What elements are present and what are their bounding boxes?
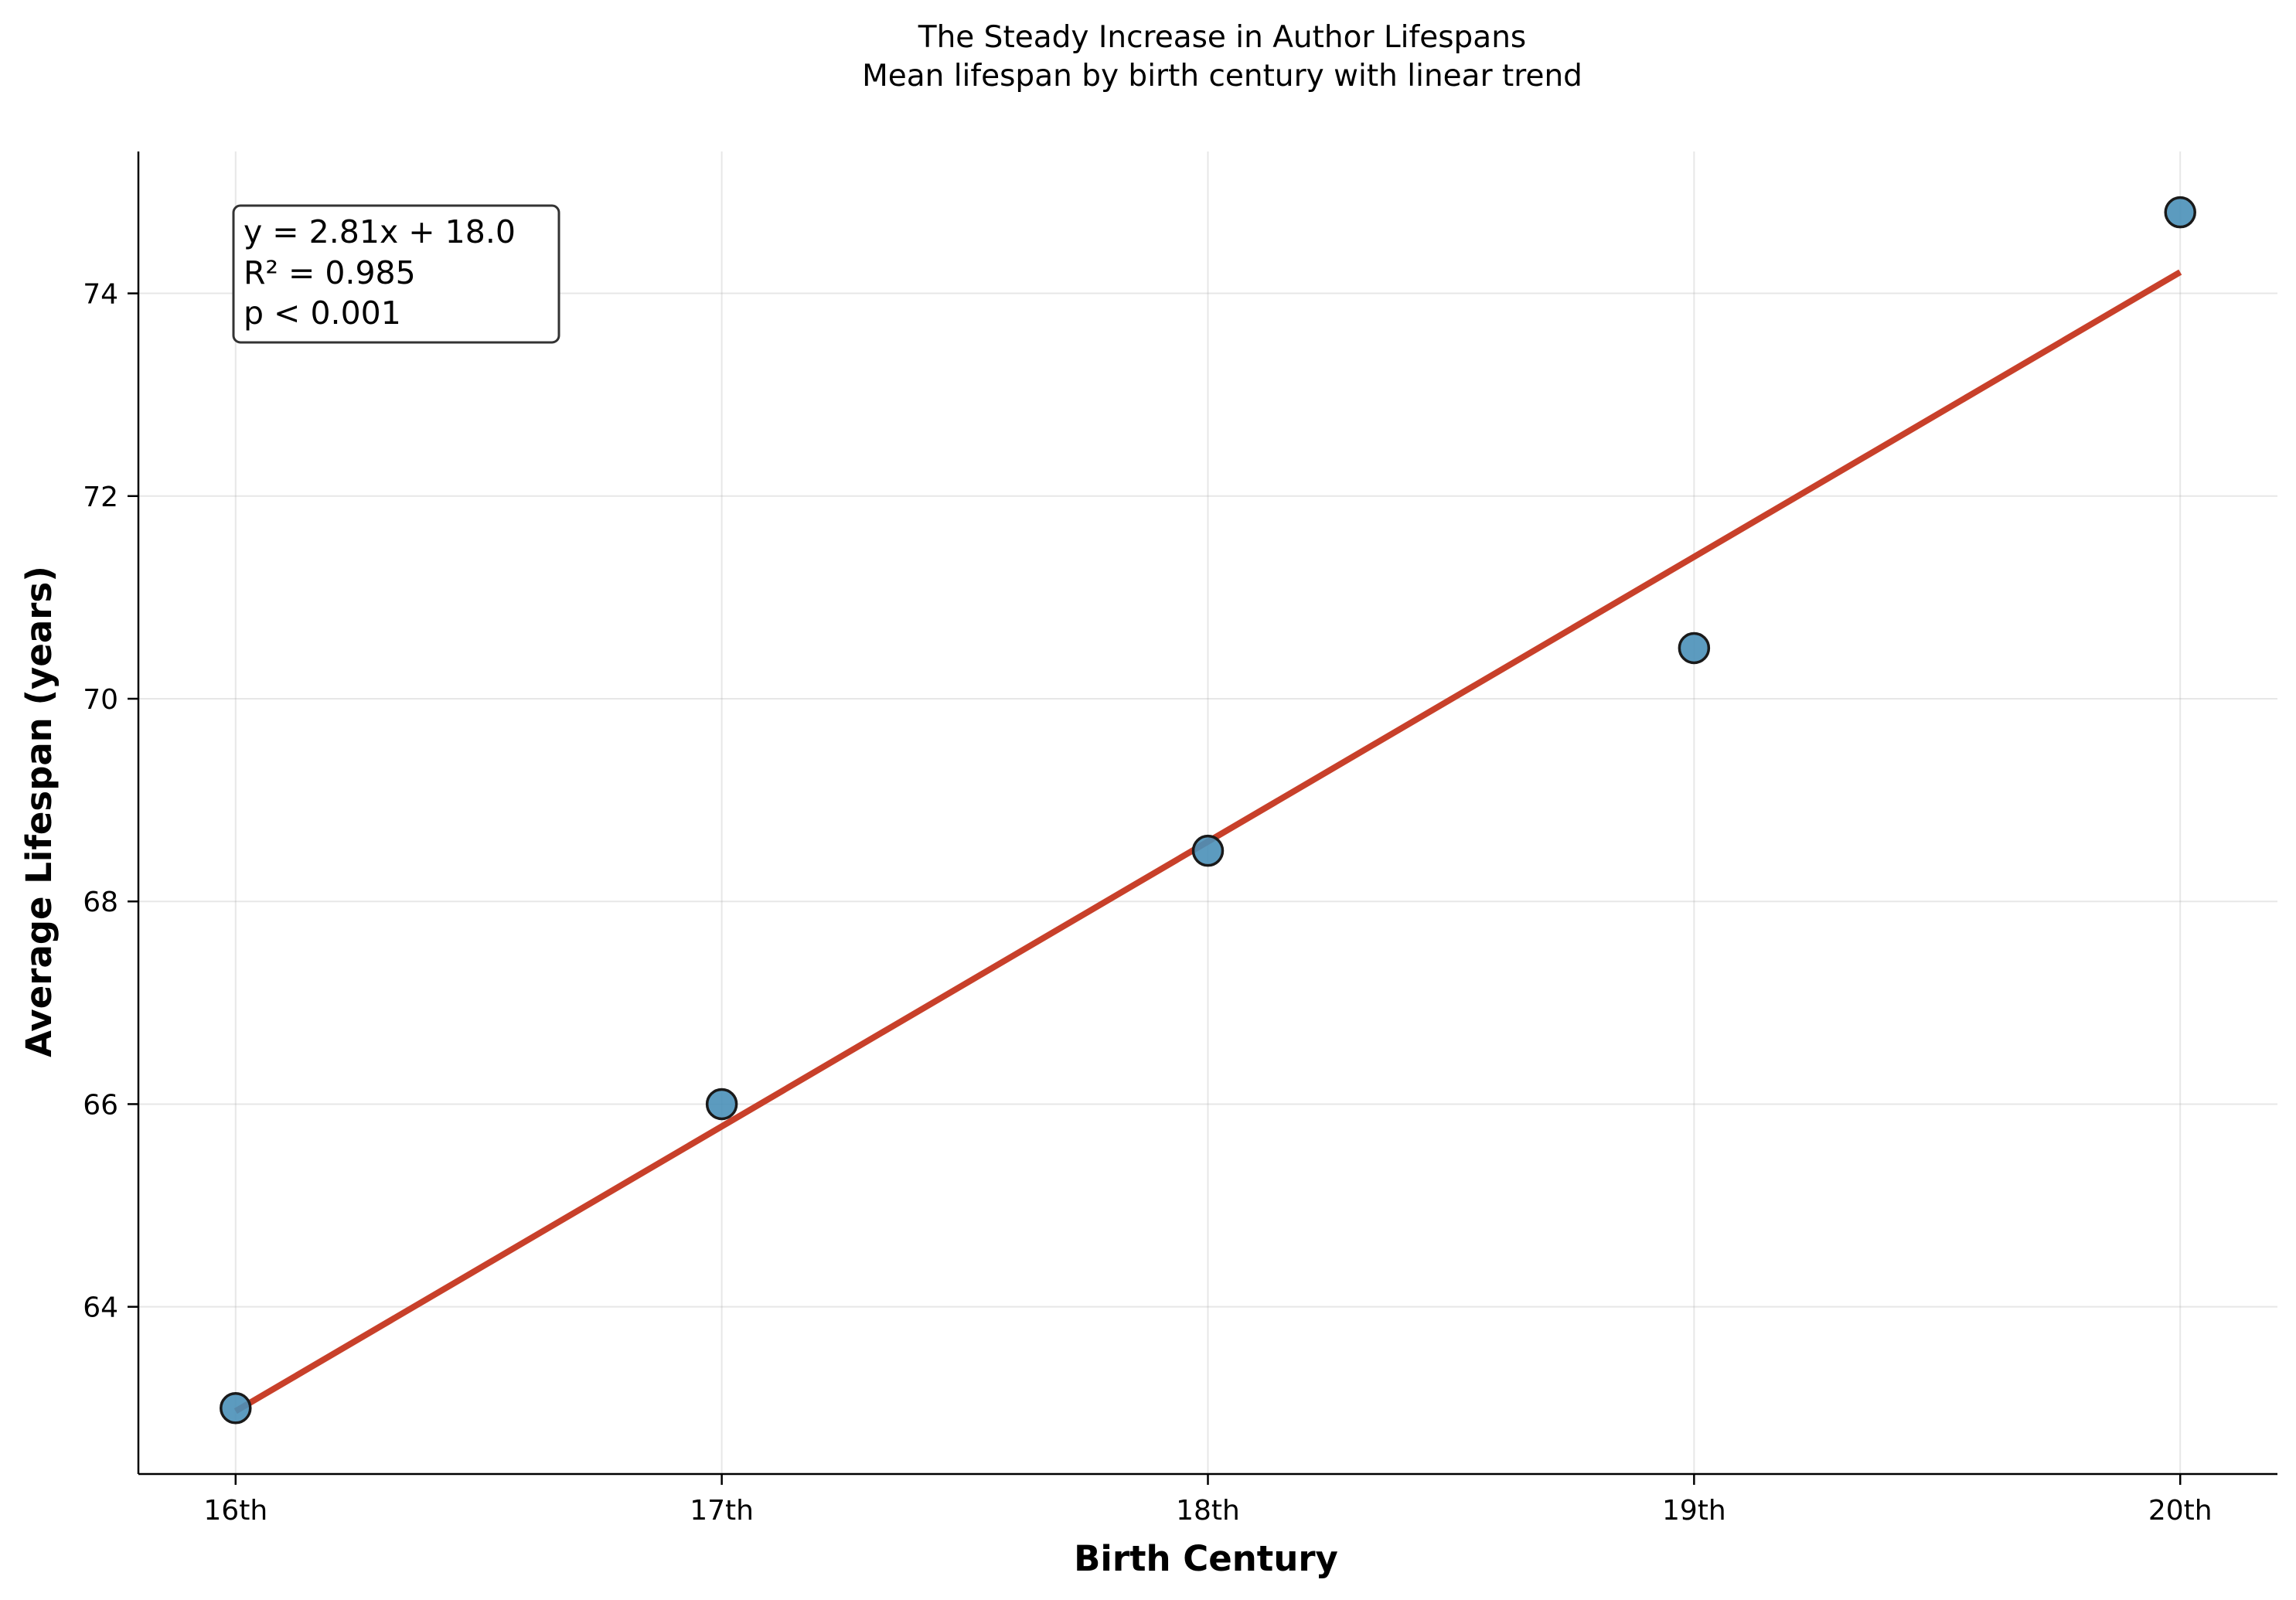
chart-subtitle: Mean lifespan by birth century with line…	[862, 59, 1582, 94]
x-tick-label: 16th	[203, 1495, 267, 1527]
annotation-equation: y = 2.81x + 18.0	[244, 213, 516, 250]
x-axis-ticks: 16th 17th 18th 19th 20th	[203, 1474, 2213, 1527]
chart-title: The Steady Increase in Author Lifespans	[918, 20, 1527, 55]
grid	[138, 151, 2277, 1474]
y-tick-label: 74	[83, 279, 118, 311]
data-point	[1678, 631, 1711, 665]
y-tick-label: 66	[83, 1089, 118, 1121]
x-tick-label: 18th	[1176, 1495, 1240, 1527]
data-point	[1191, 834, 1225, 867]
data-point	[220, 1392, 252, 1425]
data-point	[705, 1088, 738, 1121]
y-tick-label: 68	[83, 887, 118, 918]
y-tick-label: 72	[83, 482, 118, 513]
y-axis-label: Average Lifespan (years)	[19, 566, 60, 1057]
y-axis-ticks: 64 66 68 70 72 74	[83, 279, 138, 1324]
y-tick-label: 64	[83, 1292, 118, 1324]
annotation-r-squared: R² = 0.985	[244, 254, 416, 291]
regression-annotation: y = 2.81x + 18.0 R² = 0.985 p < 0.001	[232, 204, 560, 344]
x-tick-label: 19th	[1662, 1495, 1726, 1527]
x-tick-label: 17th	[690, 1495, 754, 1527]
data-point	[2164, 196, 2196, 229]
annotation-p-value: p < 0.001	[244, 294, 401, 332]
annotation-box	[232, 204, 560, 344]
x-tick-label: 20th	[2148, 1495, 2213, 1527]
x-axis-label: Birth Century	[1074, 1538, 1338, 1579]
data-points	[220, 196, 2196, 1425]
y-tick-label: 70	[83, 684, 118, 716]
